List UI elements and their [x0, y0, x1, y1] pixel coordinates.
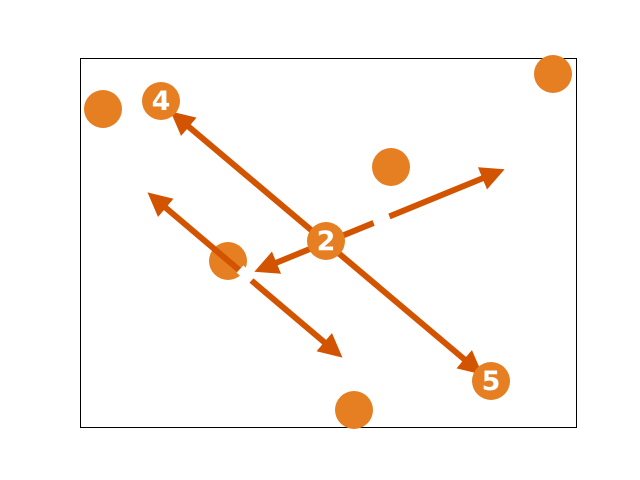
- dot-left: [84, 90, 122, 128]
- plot-frame: [80, 58, 577, 428]
- dot-5-label: 5: [482, 366, 501, 397]
- dot-4-label: 4: [152, 86, 171, 117]
- arrow-gap-upper: [372, 213, 392, 229]
- dot-upper-mid: [372, 148, 410, 186]
- dot-top-right: [534, 55, 572, 93]
- arrow-gap-lower: [236, 265, 256, 284]
- dot-bottom: [335, 391, 373, 429]
- dot-4: [142, 82, 180, 120]
- dot-5: [472, 362, 510, 400]
- dot-2-label: 2: [317, 226, 336, 257]
- dot-2: [307, 222, 345, 260]
